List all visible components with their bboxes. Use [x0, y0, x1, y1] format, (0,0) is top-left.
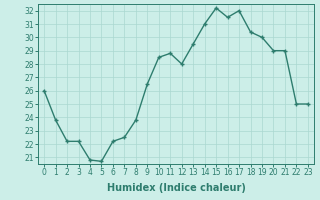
X-axis label: Humidex (Indice chaleur): Humidex (Indice chaleur) [107, 183, 245, 193]
